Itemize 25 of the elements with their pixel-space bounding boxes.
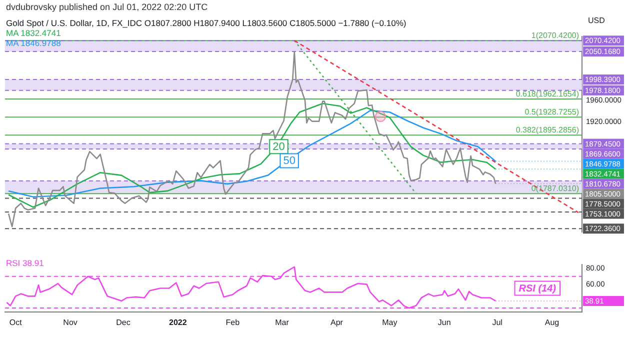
- x-tick-label: Feb: [226, 318, 240, 328]
- ref-line-label: 0(1787.0310): [531, 184, 580, 193]
- ref-line-label: 0.5(1928.7255): [524, 107, 580, 116]
- x-tick-label: Mar: [275, 318, 290, 328]
- annotation: 20: [272, 141, 285, 154]
- ref-line-label: 1(2070.4200): [531, 30, 580, 40]
- text: MA 1832.4741: [6, 28, 62, 38]
- chart-subtitle: dvdubrovsky published on Jul 01, 2022 02:20 UTC: [6, 2, 209, 12]
- text: RSI 38.91: [6, 258, 44, 268]
- x-tick-label: Nov: [63, 318, 78, 328]
- x-tick-label: Aug: [544, 318, 560, 328]
- x-tick-label: Dec: [116, 318, 130, 328]
- chart-title: Gold Spot / U.S. Dollar, 1D, FX_IDC O1807.2800 H1807.9400 L1803.5600 C1805.5000 −1.7880 (−0.10%): [6, 18, 406, 28]
- x-tick-label: Jun: [438, 318, 451, 328]
- ref-line-label: 0.618(1962.1654): [516, 89, 580, 98]
- x-tick-label: Apr: [330, 318, 344, 328]
- x-tick-label: 2022: [169, 318, 188, 328]
- text: MA 1846.9788: [6, 38, 62, 48]
- x-tick-label: Oct: [9, 318, 23, 328]
- x-tick-label: May: [382, 318, 398, 328]
- y-axis-title: USD: [588, 16, 605, 25]
- ref-line-label: 0.382(1895.2856): [516, 125, 580, 134]
- annotation: RSI (14): [518, 284, 557, 294]
- x-tick-label: Jul: [492, 318, 503, 328]
- annotation: 50: [283, 155, 296, 168]
